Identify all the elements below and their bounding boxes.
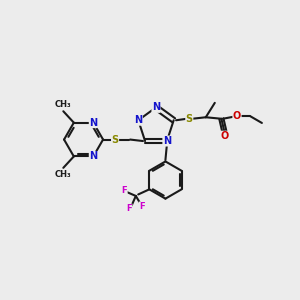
Text: N: N: [89, 118, 98, 128]
Text: O: O: [221, 131, 229, 141]
Text: CH₃: CH₃: [54, 100, 71, 109]
Text: O: O: [233, 111, 241, 122]
Text: N: N: [163, 136, 171, 146]
Text: F: F: [122, 186, 127, 195]
Text: N: N: [89, 152, 98, 161]
Text: N: N: [152, 102, 160, 112]
Text: N: N: [134, 115, 142, 125]
Text: F: F: [139, 202, 145, 211]
Text: S: S: [112, 134, 118, 145]
Text: CH₃: CH₃: [54, 170, 71, 179]
Text: S: S: [186, 114, 193, 124]
Text: F: F: [126, 204, 132, 213]
